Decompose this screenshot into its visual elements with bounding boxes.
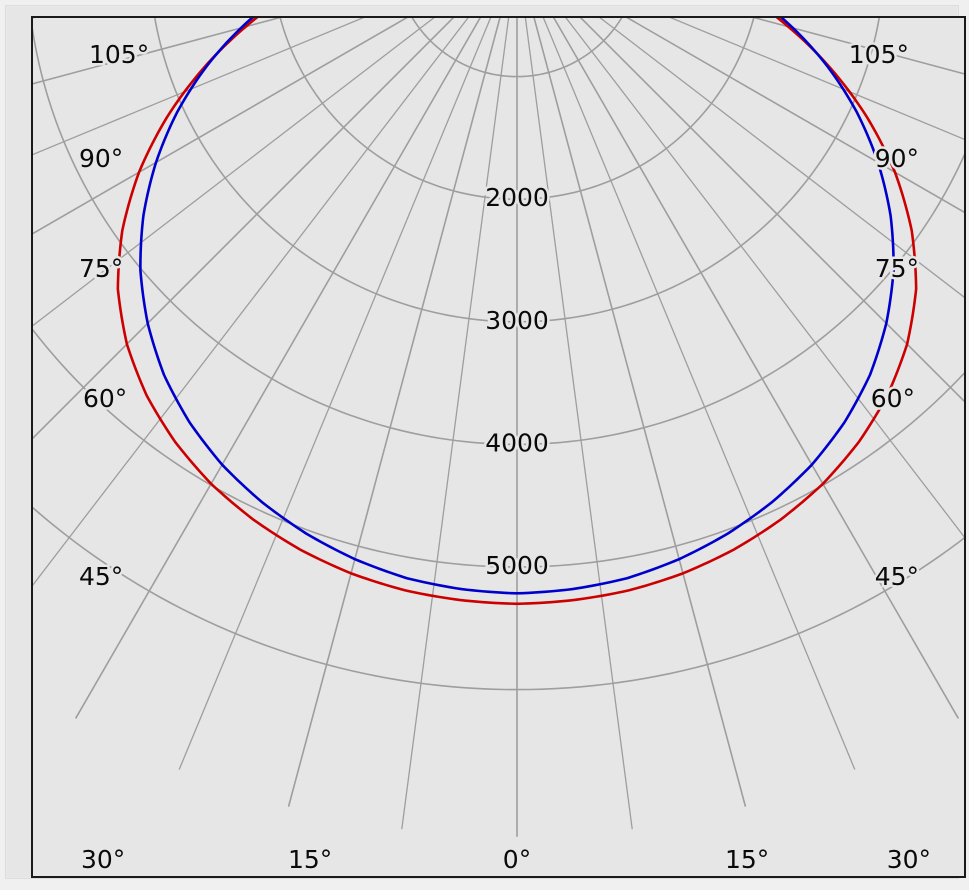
grid-spoke-7.5 xyxy=(524,18,633,830)
angle-label-bottom-left-30: 30° xyxy=(81,845,125,874)
angle-label-right-75: 75° xyxy=(875,254,919,283)
data-series-group xyxy=(116,18,918,606)
chart-outer-frame: 105° 90° 75° 60° 45° 30° 15° 0° 15° 30° 105° 90° 75°… xyxy=(6,6,966,878)
polar-chart-svg: 105° 90° 75° 60° 45° 30° 15° 0° 15° 30° 105° 90° 75°… xyxy=(33,18,964,876)
grid-spoke--15.0 xyxy=(287,18,501,807)
radial-label-5000: 5000 xyxy=(485,551,549,580)
radial-label-2000: 2000 xyxy=(485,183,549,212)
grid-spoke--37.5 xyxy=(33,18,469,586)
curve-C0-C180 xyxy=(116,18,918,606)
grid-spoke--52.5 xyxy=(33,18,435,327)
angle-label-right-60: 60° xyxy=(871,384,915,413)
grid-spoke--60.0 xyxy=(33,18,408,235)
grid-spoke-22.5 xyxy=(542,18,856,770)
grid-spoke-30.0 xyxy=(553,18,960,719)
angle-label-bottom-right-15: 15° xyxy=(725,845,769,874)
radial-label-3000: 3000 xyxy=(485,306,549,335)
grid-spoke--67.5 xyxy=(33,18,365,156)
curve-C90-C270 xyxy=(139,18,895,595)
grid-spoke--7.5 xyxy=(401,18,510,830)
angle-label-right-90: 90° xyxy=(875,144,919,173)
angle-label-right-105: 105° xyxy=(849,40,909,69)
grid-spoke-52.5 xyxy=(599,18,964,298)
grid-ring-5000 xyxy=(33,328,964,568)
angle-label-left-60: 60° xyxy=(83,384,127,413)
grid-spoke--45.0 xyxy=(33,18,455,440)
angle-label-left-75: 75° xyxy=(79,254,123,283)
polar-gridlines xyxy=(33,18,964,837)
grid-spoke-45.0 xyxy=(579,18,964,403)
grid-spoke--30.0 xyxy=(74,18,481,719)
angle-label-left-90: 90° xyxy=(79,144,123,173)
radial-label-4000: 4000 xyxy=(485,428,549,457)
grid-spoke--22.5 xyxy=(178,18,492,770)
angle-label-right-45: 45° xyxy=(875,562,919,591)
angle-label-bottom-right-30: 30° xyxy=(887,845,931,874)
angle-label-left-45: 45° xyxy=(79,562,123,591)
grid-spoke-15.0 xyxy=(533,18,747,807)
angle-label-bottom-left-15: 15° xyxy=(288,845,332,874)
grid-spoke-67.5 xyxy=(669,18,964,140)
grid-spoke--75.0 xyxy=(33,18,282,85)
grid-spoke-75.0 xyxy=(752,18,964,75)
label-group: 105° 90° 75° 60° 45° 30° 15° 0° 15° 30° 105° 90° 75°… xyxy=(77,38,934,877)
grid-spoke-37.5 xyxy=(565,18,964,538)
angle-label-left-105: 105° xyxy=(89,40,149,69)
angle-label-bottom-0: 0° xyxy=(503,845,531,874)
grid-spoke-60.0 xyxy=(626,18,964,214)
polar-plot-area: 105° 90° 75° 60° 45° 30° 15° 0° 15° 30° 105° 90° 75°… xyxy=(31,16,966,878)
